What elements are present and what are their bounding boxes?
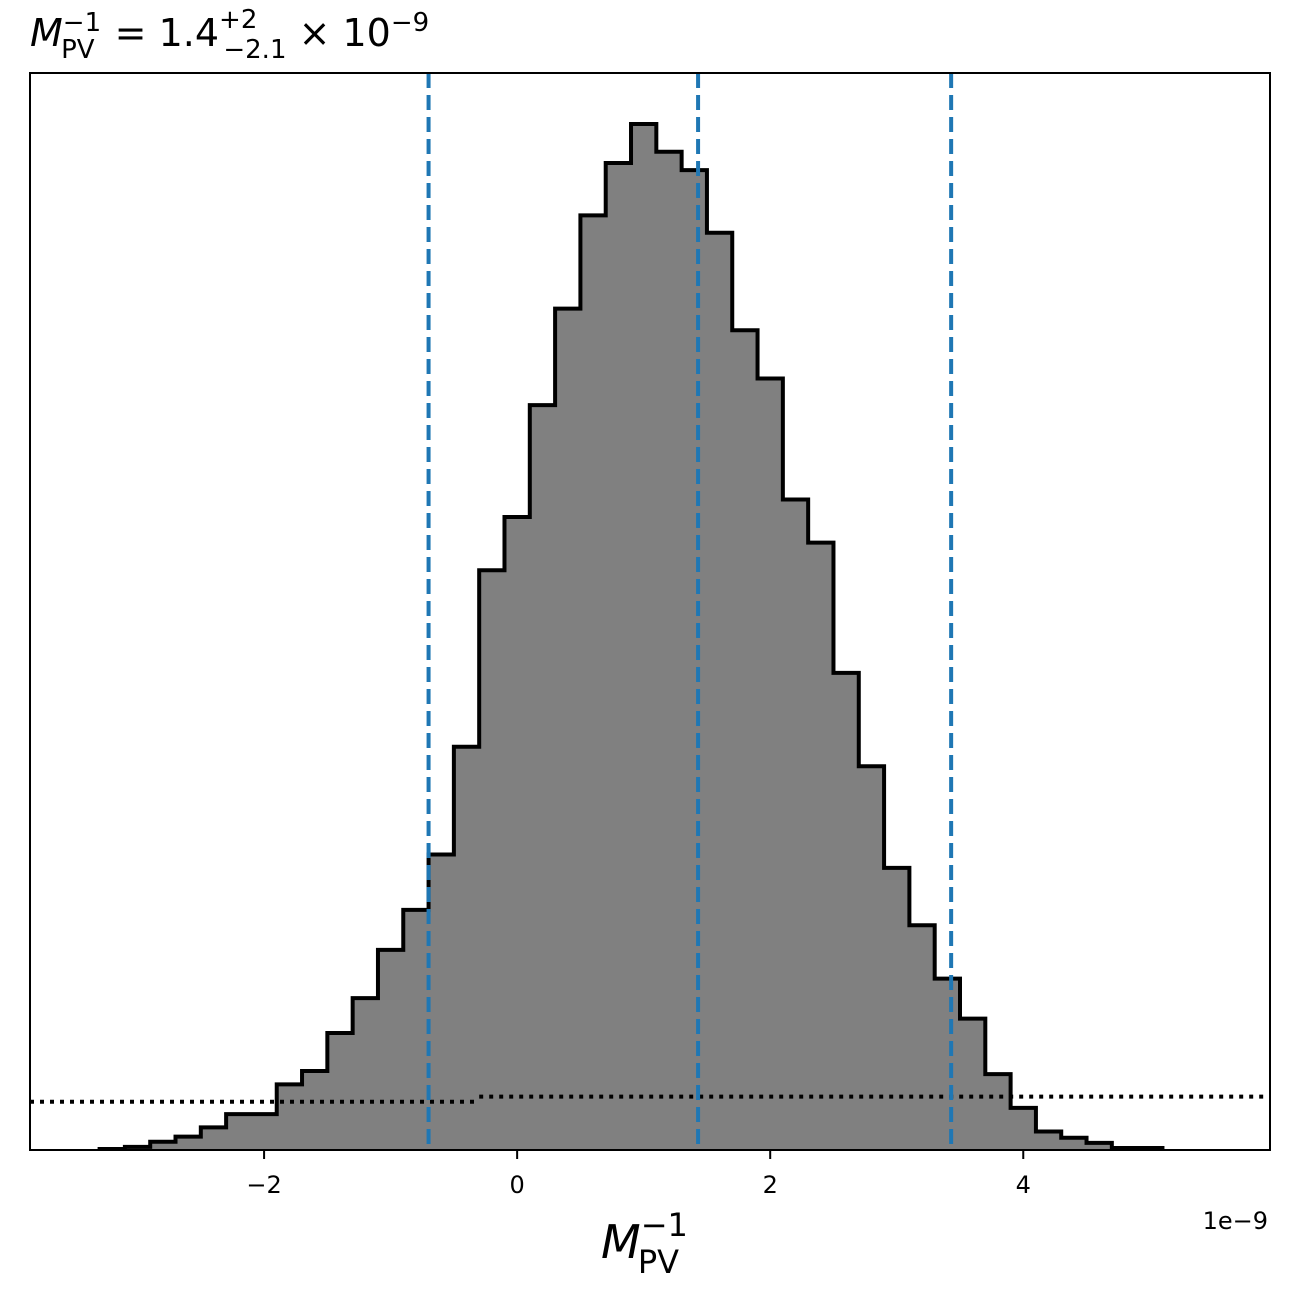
histogram-bar [757,378,784,1150]
histogram-bar [960,1018,986,1150]
histogram-bar [782,499,809,1150]
x-tick-label: 4 [1016,1171,1031,1199]
histogram-bar [175,1136,202,1150]
histogram-bar [833,672,860,1150]
x-offset-label: 1e−9 [1203,1207,1268,1235]
histogram-bar [226,1114,252,1150]
x-ticks: −2 0 2 4 [246,1150,1031,1199]
title-exp: −9 [391,8,429,38]
x-tick-label: 2 [763,1171,778,1199]
histogram-bar [706,232,733,1151]
histogram-bar [909,925,936,1150]
xlabel-symbol: M [601,1215,641,1269]
histogram-bar [453,746,480,1150]
histogram-bar [377,949,404,1150]
histogram-bar [352,998,379,1150]
histogram-bar [580,215,607,1151]
chart-title: M−1 PV = 1.4+2 −2.1 × 10−9 [30,5,429,65]
histogram-bar [884,867,910,1150]
histogram-bar [732,330,759,1150]
histogram-bar [808,542,834,1150]
x-axis-label: M−1 PV [601,1206,688,1281]
histogram-bar [656,151,683,1150]
histogram-bar [1061,1137,1088,1150]
title-plus: +2 [219,5,257,35]
histogram-bar [858,766,885,1150]
histogram-bar [403,909,430,1150]
histogram-bar [529,405,556,1150]
histogram-bar [985,1074,1012,1150]
histogram-bar [276,1084,303,1150]
x-tick-label: −2 [246,1171,281,1199]
axes-frame [29,72,1271,1151]
title-sup: −1 [63,8,101,38]
histogram-bar [327,1033,354,1150]
title-eq: = 1.4 [103,11,219,55]
x-tick-label: 0 [510,1171,525,1199]
xlabel-sup: −1 [641,1206,688,1244]
histogram-bar [605,162,632,1150]
xlabel-sub: PV [638,1243,679,1281]
histogram-bar [504,516,531,1150]
histogram-bar [428,854,455,1150]
histogram-bars [99,124,1163,1151]
histogram-outline [97,122,1165,1151]
title-sub: PV [61,35,95,65]
histogram-bar [150,1141,177,1150]
histogram-bar [251,1114,278,1150]
histogram-bar [681,170,708,1151]
histogram-bar [631,124,657,1150]
histogram-bar [200,1127,227,1150]
quantile-lines [426,73,954,1150]
histogram-bar [1035,1131,1062,1150]
title-times: × 10 [287,11,391,55]
histogram-bar [479,570,505,1150]
histogram-bar [1010,1107,1037,1150]
dotted-baseline [30,1094,1270,1104]
title-symbol: M [30,11,63,55]
histogram-bar [555,308,581,1150]
histogram-bar [1086,1142,1113,1150]
histogram-bar [302,1070,328,1150]
histogram-bar [934,978,961,1150]
title-minus: −2.1 [223,35,286,65]
